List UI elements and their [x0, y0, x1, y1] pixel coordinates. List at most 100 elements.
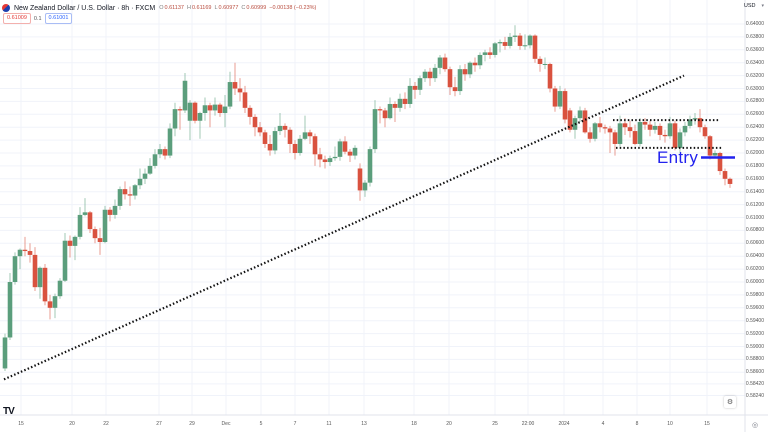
candle: [582, 110, 588, 133]
candle: [242, 92, 248, 108]
candle: [632, 131, 638, 144]
candle: [227, 82, 233, 107]
candle: [82, 212, 88, 215]
candle: [282, 125, 288, 130]
candle: [692, 118, 698, 120]
candle: [222, 106, 228, 114]
price-tick-label: 0.60800: [745, 227, 764, 234]
candle: [12, 256, 18, 282]
price-tick-label: 0.60000: [745, 279, 764, 285]
candle: [697, 118, 703, 128]
candle: [207, 105, 213, 111]
candle: [397, 98, 403, 108]
time-tick-label: 11: [326, 421, 332, 427]
candle: [597, 123, 603, 128]
tradingview-logo[interactable]: TV: [3, 406, 15, 417]
candle: [537, 58, 543, 64]
time-tick-label: 22:00: [521, 421, 535, 427]
candle: [162, 149, 168, 156]
candle: [557, 91, 563, 107]
ohlc-values: O0.61137 H0.61169 L0.60977 C0.60999 −0.0…: [159, 5, 316, 11]
candle: [347, 151, 353, 156]
candle: [212, 104, 218, 111]
spread-value: 0.1: [33, 15, 42, 22]
time-tick-label: 2024: [558, 421, 570, 427]
candle: [517, 35, 523, 46]
candle: [587, 132, 593, 139]
candle: [672, 123, 678, 148]
candle: [457, 69, 463, 92]
candle: [617, 123, 623, 144]
candle: [622, 123, 628, 128]
candle: [102, 209, 108, 243]
chart-header: New Zealand Dollar / U.S. Dollar · 8h · …: [2, 2, 316, 14]
candle: [627, 127, 633, 132]
ohlc-high: H0.61169: [186, 5, 212, 11]
settings-icon[interactable]: ◎: [752, 422, 759, 429]
price-tick-label: 0.63200: [745, 72, 764, 79]
gear-icon[interactable]: ⚙: [724, 396, 736, 408]
candle: [127, 194, 133, 196]
candle: [552, 88, 558, 107]
candle: [252, 116, 258, 128]
price-tick-label: 0.59000: [745, 343, 764, 350]
candle: [547, 63, 553, 89]
candle: [42, 267, 48, 302]
candle: [277, 125, 283, 132]
candle: [532, 35, 538, 59]
price-tick-label: 0.63600: [745, 46, 764, 53]
candle: [492, 43, 498, 55]
candle: [377, 109, 383, 111]
candle: [142, 173, 148, 179]
price-tick-label: 0.63000: [745, 85, 764, 92]
candle: [62, 240, 68, 281]
currency-selector[interactable]: USD ▾: [744, 3, 764, 9]
candle: [32, 254, 38, 288]
time-tick-label: 18: [411, 421, 417, 427]
price-tick-label: 0.58420: [745, 380, 764, 387]
candle: [197, 113, 203, 121]
price-tick-label: 0.64000: [745, 21, 764, 27]
candle: [592, 123, 598, 139]
candle: [122, 189, 128, 195]
candle: [267, 143, 273, 151]
candle: [67, 240, 73, 246]
price-tick-label: 0.60200: [745, 266, 764, 273]
price-tick-label: 0.60400: [745, 253, 764, 260]
candle: [712, 153, 718, 156]
candle: [707, 136, 713, 156]
candle: [77, 214, 83, 237]
candle: [37, 267, 43, 288]
candle: [237, 88, 243, 93]
sell-button[interactable]: 0.61009: [3, 13, 31, 24]
candle: [17, 249, 23, 257]
buy-button[interactable]: 0.61001: [44, 13, 73, 24]
time-tick-label: 29: [189, 421, 195, 427]
candle: [177, 109, 183, 111]
time-tick-label: 5: [259, 421, 263, 427]
symbol-title[interactable]: New Zealand Dollar / U.S. Dollar · 8h · …: [14, 4, 156, 12]
symbol-flag-icon: [2, 4, 10, 12]
price-tick-label: 0.59400: [745, 317, 764, 324]
candle: [392, 103, 398, 108]
candle: [342, 141, 348, 152]
candle: [417, 78, 423, 90]
candle: [437, 57, 443, 68]
candle: [387, 103, 393, 119]
time-tick-label: 27: [156, 421, 162, 427]
price-tick-label: 0.61200: [745, 201, 764, 208]
candle: [97, 238, 103, 243]
time-tick-label: 15: [18, 421, 24, 427]
time-tick-label: 20: [69, 421, 75, 427]
candle: [507, 36, 513, 46]
chevron-down-icon: ▾: [761, 3, 764, 9]
candle: [527, 35, 533, 46]
candle: [647, 124, 653, 130]
candle: [497, 42, 503, 44]
candle: [412, 85, 418, 90]
candle: [722, 171, 728, 179]
candle: [637, 122, 643, 144]
price-tick-label: 0.62800: [745, 98, 764, 105]
candle: [522, 45, 528, 47]
